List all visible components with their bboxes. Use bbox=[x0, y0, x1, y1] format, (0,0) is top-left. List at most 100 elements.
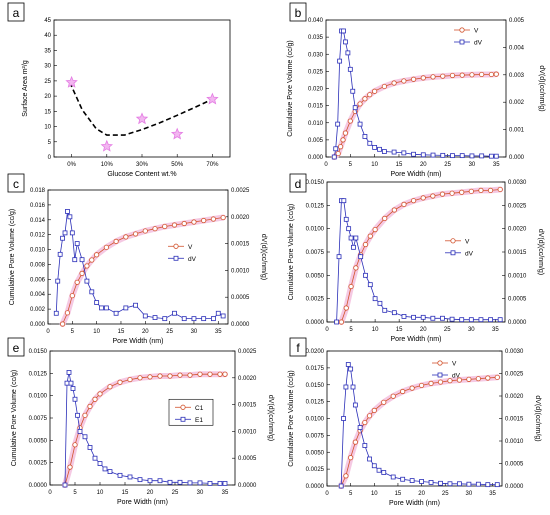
x-tick-label: 5 bbox=[73, 490, 77, 496]
data-point bbox=[497, 317, 503, 323]
data-point bbox=[117, 472, 123, 478]
data-point bbox=[475, 376, 481, 382]
data-point bbox=[211, 316, 216, 322]
data-point bbox=[107, 469, 113, 475]
y2-tick-label: 0.0005 bbox=[505, 462, 524, 468]
y2-tick-label: 0.0025 bbox=[231, 188, 250, 194]
legend-marker bbox=[450, 250, 456, 256]
panel-label-b: b bbox=[289, 2, 307, 22]
data-point bbox=[107, 384, 113, 390]
data-point bbox=[64, 310, 71, 316]
data-point bbox=[400, 476, 406, 482]
data-point bbox=[489, 153, 494, 159]
data-point bbox=[133, 302, 138, 308]
y-tick-label: 0.0150 bbox=[306, 383, 325, 389]
x-tick-label: 35 bbox=[489, 491, 496, 497]
panel-label-c: c bbox=[7, 173, 25, 193]
data-point bbox=[372, 88, 378, 94]
data-point bbox=[447, 481, 453, 487]
data-point bbox=[72, 442, 78, 448]
data-point bbox=[191, 219, 197, 225]
y-tick-label: 45 bbox=[44, 18, 51, 24]
data-point bbox=[345, 362, 351, 367]
data-point bbox=[74, 279, 80, 285]
data-point bbox=[420, 152, 426, 158]
x-axis-label: Glucose Content wt.% bbox=[107, 171, 176, 178]
data-point bbox=[430, 315, 436, 321]
legend: VdV bbox=[432, 360, 461, 380]
data-point bbox=[367, 233, 373, 239]
data-point bbox=[137, 375, 143, 381]
data-point bbox=[147, 478, 153, 484]
panel-label-text: b bbox=[295, 6, 302, 20]
data-point bbox=[447, 378, 453, 384]
data-point bbox=[478, 317, 484, 323]
data-point bbox=[478, 187, 484, 193]
x-tick-label: 25 bbox=[166, 329, 173, 335]
y-tick-label: 0.0125 bbox=[29, 371, 48, 377]
data-point bbox=[335, 150, 341, 157]
y-tick-label: 0.0175 bbox=[306, 366, 325, 372]
y2-tick-label: 0.0000 bbox=[231, 322, 250, 328]
data-point bbox=[338, 319, 345, 325]
data-point bbox=[466, 376, 472, 382]
data-point bbox=[357, 425, 363, 430]
data-point bbox=[475, 481, 481, 487]
legend: VdV bbox=[445, 238, 474, 257]
y-tick-label: 0.000 bbox=[30, 322, 46, 328]
y-tick-label: 0.0050 bbox=[306, 450, 325, 456]
data-point bbox=[440, 152, 446, 158]
y-tick-label: 0.000 bbox=[308, 155, 324, 161]
data-point bbox=[103, 244, 109, 250]
legend-label: E1 bbox=[195, 417, 203, 424]
data-point bbox=[352, 439, 358, 445]
panel-label-box bbox=[289, 337, 307, 357]
data-point bbox=[170, 127, 184, 140]
data-point bbox=[400, 388, 406, 395]
y-tick-label: 15 bbox=[44, 109, 51, 115]
data-point bbox=[343, 216, 349, 222]
data-point bbox=[346, 226, 352, 232]
x-tick-label: 35 bbox=[492, 327, 499, 333]
data-point bbox=[352, 105, 358, 111]
data-point bbox=[215, 310, 221, 316]
data-point bbox=[102, 466, 108, 472]
series-band bbox=[59, 214, 227, 327]
data-point bbox=[62, 482, 68, 488]
x-tick-label: 5 bbox=[71, 329, 75, 335]
panel-c: Pore Width (nm) Cumulative Pore Volume (c… bbox=[9, 188, 267, 345]
data-point bbox=[68, 380, 74, 386]
data-point bbox=[449, 316, 455, 322]
series-line bbox=[55, 209, 224, 320]
data-point bbox=[382, 307, 388, 313]
y2-tick-label: 0.000 bbox=[509, 155, 525, 161]
data-point bbox=[220, 214, 226, 221]
y-axis-label: Cumulative Pore Volume (cc/g) bbox=[11, 370, 18, 466]
data-point bbox=[468, 317, 474, 323]
y-tick-label: 0.0125 bbox=[306, 203, 325, 209]
y-tick-label: 0.0000 bbox=[306, 484, 325, 490]
x-tick-label: 70% bbox=[206, 162, 219, 168]
data-point bbox=[439, 191, 446, 197]
data-point bbox=[62, 230, 68, 236]
data-point bbox=[440, 315, 445, 321]
data-point bbox=[177, 479, 183, 485]
data-point bbox=[493, 153, 499, 159]
y-tick-label: 0.0050 bbox=[29, 438, 48, 444]
data-point bbox=[172, 310, 177, 316]
data-point bbox=[341, 28, 346, 34]
panel-label-text: f bbox=[296, 341, 300, 355]
panel-f: Pore Width (nm) Cumulative Pore Volume (c… bbox=[288, 349, 541, 507]
data-point bbox=[171, 222, 178, 228]
data-point bbox=[440, 73, 446, 79]
data-point bbox=[362, 241, 369, 248]
data-point bbox=[351, 244, 356, 250]
data-point bbox=[401, 150, 407, 156]
data-point bbox=[57, 251, 63, 257]
x-axis-label: Pore Width (nm) bbox=[389, 500, 440, 507]
panel-label-text: a bbox=[13, 6, 20, 20]
data-point bbox=[409, 478, 415, 484]
data-point bbox=[420, 195, 426, 201]
data-point bbox=[343, 305, 349, 311]
x-tick-label: 10 bbox=[372, 327, 379, 333]
